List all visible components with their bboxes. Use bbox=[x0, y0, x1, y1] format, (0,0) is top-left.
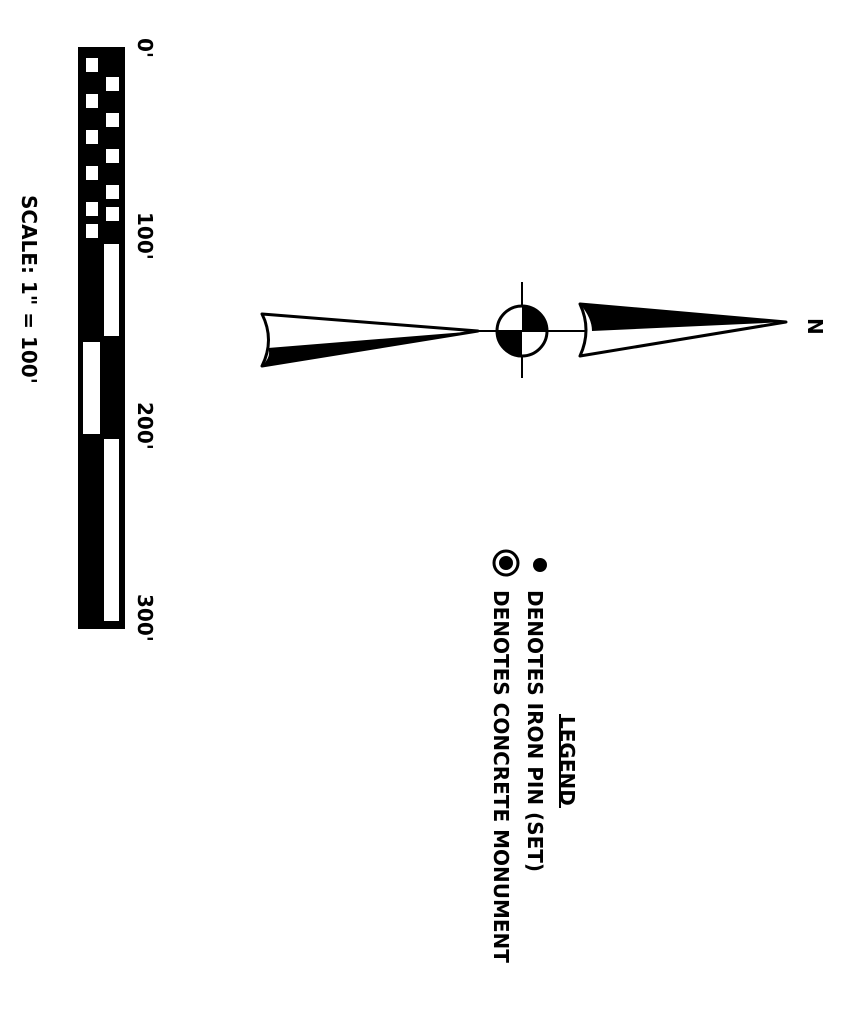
scale-bar-checker bbox=[86, 58, 119, 238]
scale-bar-segments bbox=[83, 244, 119, 621]
north-arrowhead bbox=[578, 302, 788, 358]
legend-title: LEGEND bbox=[555, 716, 579, 806]
scale-tick-label-200: 200' bbox=[133, 402, 157, 450]
scale-bar bbox=[78, 47, 125, 629]
north-label: N bbox=[803, 318, 827, 335]
ringed-dot-icon bbox=[492, 549, 520, 577]
scale-tick-label-300: 300' bbox=[133, 594, 157, 642]
legend-item-iron-pin: DENOTES IRON PIN (SET) bbox=[523, 590, 547, 872]
north-arrow-center bbox=[495, 304, 549, 358]
legend: LEGEND DENOTES IRON PIN (SET) DENOTES CO… bbox=[489, 549, 579, 963]
scale-caption: SCALE: 1" = 100' bbox=[17, 195, 41, 384]
scale-tick-label-0: 0' bbox=[133, 38, 157, 58]
scale-tick-label-100: 100' bbox=[133, 212, 157, 260]
south-arrow-tail bbox=[260, 312, 480, 368]
north-arrow bbox=[260, 282, 788, 378]
legend-item-concrete-monument: DENOTES CONCRETE MONUMENT bbox=[489, 590, 513, 963]
filled-dot-icon bbox=[533, 558, 547, 572]
